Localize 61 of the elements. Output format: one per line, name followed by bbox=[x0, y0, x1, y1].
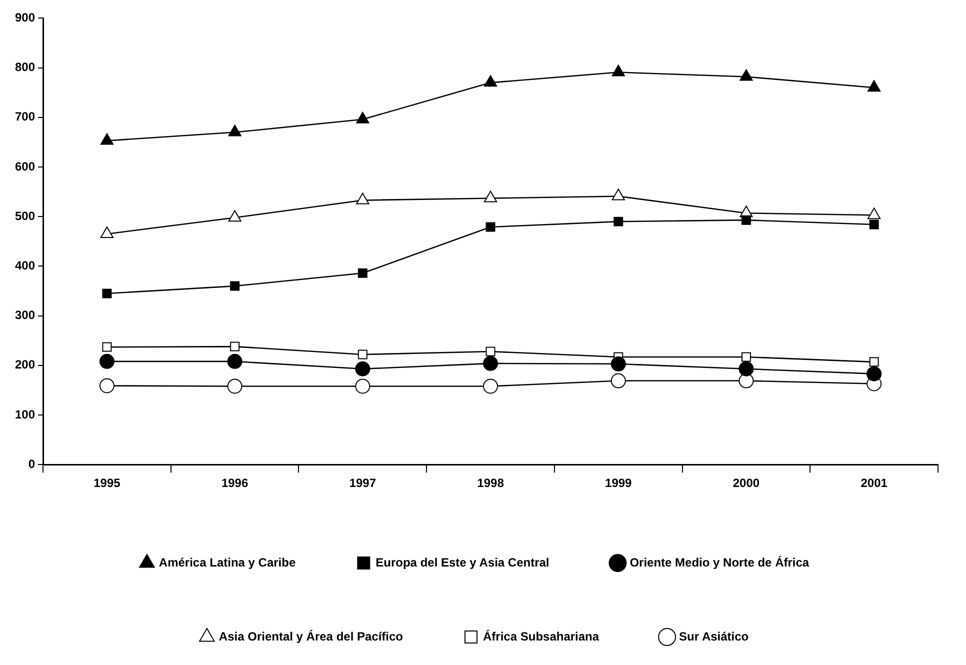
point bbox=[484, 190, 498, 202]
point bbox=[99, 378, 114, 394]
y-tick-label: 800 bbox=[14, 60, 36, 74]
point bbox=[614, 216, 624, 226]
point bbox=[230, 342, 240, 352]
y-tick-label: 300 bbox=[14, 308, 36, 322]
x-tick-label: 1996 bbox=[221, 476, 248, 490]
point bbox=[866, 366, 882, 382]
point bbox=[228, 124, 242, 136]
x-tick-label: 2000 bbox=[732, 476, 760, 490]
point bbox=[612, 64, 625, 76]
point bbox=[868, 80, 881, 92]
point bbox=[356, 192, 370, 204]
point bbox=[738, 361, 754, 376]
point bbox=[102, 342, 112, 352]
point bbox=[610, 373, 626, 388]
y-tick-label: 0 bbox=[28, 456, 36, 471]
y-tick-label: 100 bbox=[14, 407, 36, 422]
legend-label: Sur Asiático bbox=[679, 629, 749, 644]
point bbox=[610, 356, 626, 372]
legend-label: América Latina y Caribe bbox=[158, 555, 296, 570]
legend-label: Oriente Medio y Norte de África bbox=[630, 555, 810, 570]
point bbox=[483, 378, 498, 394]
legend-label: Asia Oriental y Área del Pacífico bbox=[218, 629, 404, 644]
point bbox=[102, 288, 112, 298]
point bbox=[484, 75, 498, 87]
point bbox=[100, 133, 114, 145]
point bbox=[355, 378, 370, 394]
x-tick-label: 1995 bbox=[94, 476, 121, 490]
point bbox=[227, 378, 242, 394]
y-tick-label: 500 bbox=[14, 208, 36, 223]
x-tick-label: 2001 bbox=[860, 476, 888, 490]
point bbox=[230, 281, 240, 291]
point bbox=[483, 356, 498, 371]
x-tick-label: 1999 bbox=[605, 476, 632, 490]
point bbox=[100, 226, 114, 238]
x-tick-label: 1998 bbox=[477, 476, 504, 490]
y-tick-label: 900 bbox=[14, 10, 36, 25]
point bbox=[868, 208, 881, 220]
point bbox=[486, 222, 496, 232]
point bbox=[869, 220, 879, 230]
point bbox=[356, 112, 370, 124]
point bbox=[741, 352, 751, 362]
x-tick-label: 1997 bbox=[349, 476, 376, 490]
y-tick-label: 400 bbox=[14, 258, 36, 273]
point bbox=[612, 188, 625, 200]
point bbox=[228, 210, 242, 222]
y-tick-label: 600 bbox=[14, 159, 36, 174]
y-tick-label: 200 bbox=[14, 358, 36, 372]
point bbox=[486, 346, 496, 356]
point bbox=[355, 361, 370, 376]
point bbox=[869, 357, 879, 367]
point bbox=[358, 268, 368, 278]
point bbox=[740, 69, 753, 81]
legend-label: Europa del Este y Asia Central bbox=[376, 555, 550, 570]
point bbox=[358, 350, 368, 360]
point bbox=[99, 354, 114, 369]
legend-label: África Subsahariana bbox=[483, 629, 600, 644]
point bbox=[227, 354, 242, 369]
y-tick-label: 700 bbox=[14, 110, 36, 124]
point bbox=[741, 215, 751, 225]
